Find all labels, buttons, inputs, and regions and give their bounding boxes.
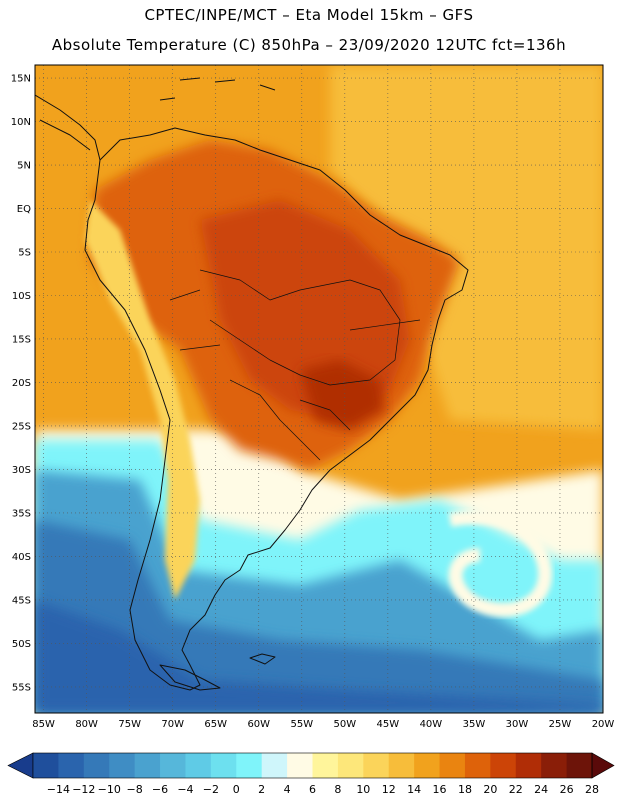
- colorbar-tick-label: 24: [534, 783, 548, 796]
- colorbar-segment: [134, 753, 161, 778]
- colorbar-tick-label: 0: [233, 783, 240, 796]
- tierra-del-fuego: [159, 664, 221, 691]
- colorbar-tick-label: −14: [47, 783, 70, 796]
- colorbar-tick-label: 26: [560, 783, 574, 796]
- falkland-islands: [249, 653, 276, 665]
- colorbar-tick-label: 8: [334, 783, 341, 796]
- lon-tick-label: 80W: [75, 719, 98, 730]
- colorbar-labels: −14 −12 −10 −8 −6 −4 −2 0 2 4 6 8 10 12 14 16 18 20 22 24 26…: [47, 783, 599, 796]
- field-ocean-light: [330, 65, 603, 430]
- title-line-2: Absolute Temperature (C) 850hPa – 23/09/…: [51, 36, 567, 54]
- lat-tick-label: 5N: [17, 161, 31, 172]
- lat-tick-label: 15S: [12, 334, 31, 345]
- colorbar-segment: [566, 753, 593, 778]
- lat-tick-label: 5S: [18, 248, 31, 259]
- colorbar-tick-label: 20: [483, 783, 497, 796]
- colorbar-tick-label: 10: [356, 783, 370, 796]
- colorbar-segment: [160, 753, 186, 778]
- lat-tick-label: 55S: [12, 682, 31, 693]
- field-hot-spot: [300, 360, 385, 430]
- lon-tick-label: 35W: [463, 719, 486, 730]
- colorbar-tick-label: −8: [127, 783, 143, 796]
- colorbar-tick-label: 16: [433, 783, 447, 796]
- lat-tick-label: 50S: [12, 639, 31, 650]
- colorbar-segment: [490, 753, 517, 778]
- colorbar-tick-label: 2: [258, 783, 265, 796]
- colorbar-tick-label: 12: [382, 783, 396, 796]
- field-continent-hot: [200, 200, 410, 420]
- colorbar-tick-label: −4: [177, 783, 193, 796]
- colorbar-tick-label: −12: [72, 783, 95, 796]
- colorbar-segment: [58, 753, 85, 778]
- colorbar-segment: [236, 753, 263, 778]
- temperature-field: [35, 65, 603, 713]
- plot-frame: [34, 64, 604, 714]
- caribbean-islands: [159, 77, 276, 101]
- lat-tick-label: 10N: [11, 117, 31, 128]
- field-blue: [35, 520, 603, 713]
- colorbar-segment: [185, 753, 212, 778]
- colorbar: [7, 752, 615, 779]
- lon-tick-label: 25W: [549, 719, 572, 730]
- colorbar-tick-label: 22: [509, 783, 523, 796]
- lat-tick-label: 30S: [12, 465, 31, 476]
- colorbar-segment: [287, 753, 313, 778]
- colorbar-tick-label: −2: [203, 783, 219, 796]
- colorbar-segment: [83, 753, 110, 778]
- colorbar-segment: [33, 753, 59, 778]
- lon-tick-label: 70W: [161, 719, 184, 730]
- colorbar-tick-label: 14: [407, 783, 421, 796]
- lat-tick-label: EQ: [17, 204, 31, 215]
- lon-tick-label: 30W: [506, 719, 529, 730]
- colorbar-segment: [541, 753, 568, 778]
- lon-tick-label: 55W: [290, 719, 313, 730]
- field-cyclone-swirl: [448, 510, 553, 617]
- lat-tick-label: 15N: [11, 74, 31, 85]
- colorbar-tick-label: −10: [98, 783, 121, 796]
- lon-tick-label: 40W: [420, 719, 443, 730]
- colorbar-segment: [337, 753, 364, 778]
- lat-tick-label: 45S: [12, 595, 31, 606]
- lon-tick-label: 60W: [247, 719, 270, 730]
- colorbar-segment: [109, 753, 136, 778]
- colorbar-frame: [32, 752, 593, 779]
- title-line-1: CPTEC/INPE/MCT – Eta Model 15km – GFS: [144, 6, 474, 24]
- colorbar-high-arrow: [591, 752, 615, 779]
- colorbar-segment: [464, 753, 491, 778]
- field-andes-cool: [85, 200, 200, 600]
- lat-tick-label: 35S: [12, 508, 31, 519]
- colorbar-tick-label: −6: [152, 783, 168, 796]
- longitude-labels: 85W 80W 75W 70W 65W 60W 55W 50W 45W 40W 35W 30W 25W 2…: [32, 719, 614, 730]
- central-america-coastline: [35, 94, 101, 161]
- coastlines: [35, 77, 469, 691]
- colorbar-segment: [515, 753, 542, 778]
- latitude-labels: 15N 10N 5N EQ 5S 10S 15S 20S 25S 30S 35S 40S 45S 50S 5…: [11, 74, 31, 694]
- colorbar-tick-label: 28: [585, 783, 599, 796]
- lat-tick-label: 20S: [12, 378, 31, 389]
- lon-tick-label: 75W: [118, 719, 141, 730]
- colorbar-segment: [210, 753, 237, 778]
- colorbar-tick-label: 6: [309, 783, 316, 796]
- lat-tick-label: 40S: [12, 552, 31, 563]
- field-deep-blue: [35, 600, 603, 713]
- lon-tick-label: 65W: [204, 719, 227, 730]
- lon-tick-label: 20W: [592, 719, 615, 730]
- colorbar-segment: [363, 753, 390, 778]
- colorbar-low-arrow: [7, 752, 34, 779]
- country-borders: [169, 269, 421, 461]
- colorbar-segment: [439, 753, 466, 778]
- lat-tick-label: 10S: [12, 291, 31, 302]
- colorbar-segment: [312, 753, 339, 778]
- colorbar-tick-label: 4: [284, 783, 291, 796]
- south-america-coastline: [84, 127, 469, 691]
- lon-tick-label: 45W: [377, 719, 400, 730]
- lon-tick-label: 50W: [334, 719, 357, 730]
- colorbar-segment: [261, 753, 288, 778]
- lat-tick-label: 25S: [12, 421, 31, 432]
- lon-tick-label: 85W: [32, 719, 55, 730]
- colorbar-segment: [388, 753, 415, 778]
- colorbar-segment: [414, 753, 441, 778]
- colorbar-tick-label: 18: [458, 783, 472, 796]
